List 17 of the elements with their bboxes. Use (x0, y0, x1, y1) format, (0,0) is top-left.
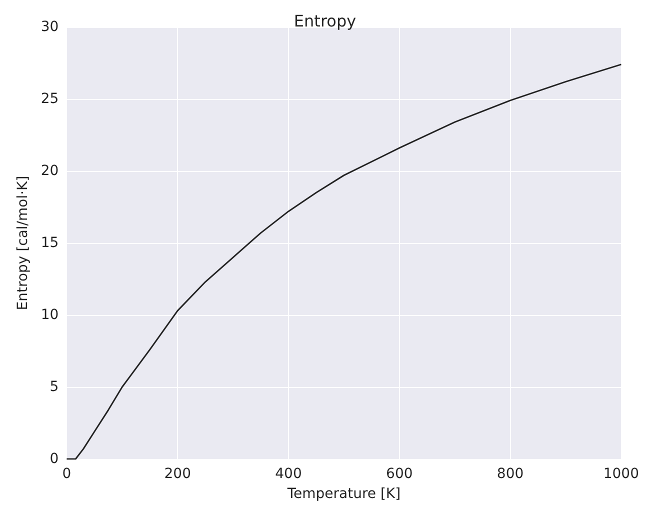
y-tick-label: 10 (40, 307, 59, 323)
x-tick-label: 800 (496, 466, 524, 482)
line-series (66, 64, 622, 460)
chart-title: Entropy (294, 12, 356, 30)
x-tick-label: 200 (164, 466, 191, 482)
y-tick-label: 30 (40, 19, 59, 35)
x-tick-label: 1000 (603, 466, 640, 482)
x-tick-label: 0 (62, 466, 72, 482)
x-tick-label: 600 (386, 466, 413, 482)
y-tick-label: 5 (50, 379, 59, 395)
y-tick-label: 25 (40, 91, 59, 107)
y-tick-label: 15 (40, 235, 59, 251)
y-axis-title: Entropy [cal/mol·K] (15, 176, 31, 310)
y-tick-label: 20 (40, 163, 59, 179)
x-tick-label: 400 (275, 466, 302, 482)
x-axis-title: Temperature [K] (286, 486, 401, 502)
y-tick-label: 0 (50, 451, 59, 467)
